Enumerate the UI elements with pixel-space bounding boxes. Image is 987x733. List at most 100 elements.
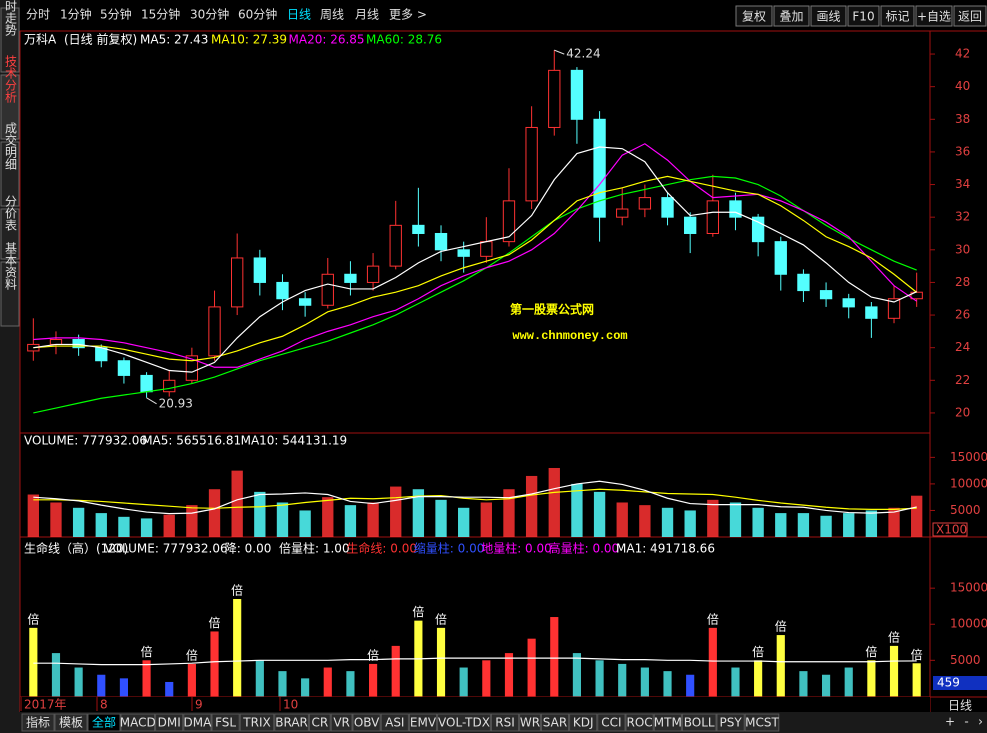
sidebar-tab[interactable] [0,7,20,73]
indicator-tab[interactable] [519,713,541,732]
sidebar-tab-label[interactable]: 分价表 [4,195,18,231]
candle-body [684,216,697,234]
lifeline-legend: 倍量柱: 1.00 [279,541,350,556]
period-tab[interactable]: 30分钟 [190,7,229,22]
indicator-tab[interactable] [54,713,88,732]
indicator-tab[interactable] [653,713,682,732]
indicator-tab[interactable] [352,713,381,732]
indicator-tab[interactable] [211,713,240,732]
sidebar-tab-label[interactable]: 分时走势 [4,0,18,36]
indicator-tab-label[interactable]: CCI [601,716,621,730]
indicator-tab-label[interactable]: KDJ [573,716,594,730]
indicator-tab[interactable] [380,713,409,732]
indicator-tab[interactable] [744,713,780,732]
period-tab[interactable]: 分时 [26,8,50,22]
indicator-tab-label[interactable]: OBV [354,716,380,730]
lifeline-legend: 生命线: 0.00 [346,541,417,556]
indicator-tab-label[interactable]: SAR [543,716,567,730]
toolbar-button[interactable] [880,5,915,27]
sidebar-tab[interactable] [0,141,20,207]
indicator-tab[interactable] [120,713,156,732]
toolbar-button-label[interactable]: 叠加 [779,10,803,24]
indicator-tab[interactable] [21,713,55,732]
lifeline-bar [436,627,446,697]
indicator-tab-label[interactable]: VOL-TDX [438,716,490,730]
toolbar-button[interactable] [773,5,810,27]
lifeline-bar [74,667,83,697]
indicator-tab[interactable] [540,713,570,732]
indicator-tab-label[interactable]: MTM [654,716,682,730]
indicator-tab[interactable] [625,713,654,732]
period-tab[interactable]: 1分钟 [60,7,92,22]
indicator-tab-label[interactable]: 模板 [59,716,83,730]
lifeline-legend: MA1: 491718.66 [616,542,715,556]
date-axis [20,697,930,712]
indicator-tab-label[interactable]: 全部 [92,715,116,730]
sidebar-tab-label[interactable]: 技术分析 [4,55,18,104]
lifeline-marker: 倍 [707,611,719,626]
indicator-tab[interactable] [681,713,717,732]
indicator-tab[interactable] [408,713,438,732]
toolbar-button[interactable] [735,5,773,27]
indicator-tab[interactable] [87,713,121,732]
indicator-tab[interactable] [569,713,598,732]
indicator-tab-label[interactable]: CR [311,716,328,730]
period-tab[interactable]: 60分钟 [238,7,277,22]
bottom-control[interactable]: + [945,715,955,729]
ma-line-ma5 [33,146,917,373]
period-tab[interactable]: 周线 [320,8,344,22]
toolbar-button[interactable] [953,5,987,27]
indicator-tab-label[interactable]: ASI [385,716,404,730]
candle-body [72,339,85,349]
bottom-control[interactable]: - [964,715,968,729]
period-tab[interactable]: 更多 > [389,8,427,22]
indicator-tab-label[interactable]: EMV [410,716,437,730]
bottom-control[interactable]: › [978,715,983,729]
indicator-tab[interactable] [330,713,353,732]
period-tab[interactable]: 15分钟 [141,7,180,22]
indicator-tab-label[interactable]: MACD [120,716,156,730]
indicator-tab-label[interactable]: BOLL [684,716,715,730]
indicator-tab-label[interactable]: RSI [495,716,515,730]
toolbar-button-label[interactable]: 复权 [742,10,766,24]
sidebar-tab[interactable] [0,208,20,260]
toolbar-button[interactable] [847,5,880,27]
indicator-tab-label[interactable]: VR [333,716,350,730]
candle-body [344,273,357,283]
toolbar-button-label[interactable]: +自选 [917,10,951,24]
indicator-tab-label[interactable]: MCST [745,716,779,730]
period-tab[interactable]: 5分钟 [100,7,132,22]
indicator-tab[interactable] [239,713,275,732]
period-tab[interactable]: 月线 [355,8,379,22]
indicator-tab-label[interactable]: 指标 [26,715,50,730]
sidebar-tab-label[interactable]: 成交明细 [4,122,18,170]
indicator-tab-label[interactable]: WR [520,716,540,730]
sidebar-tab[interactable] [0,261,20,327]
toolbar-button[interactable] [915,5,953,27]
toolbar-button-label[interactable]: 返回 [958,10,982,24]
indicator-tab[interactable] [308,713,331,732]
toolbar-button-label[interactable]: 画线 [816,10,840,24]
lifeline-bar [187,663,196,697]
sidebar-tab-label[interactable]: 基本资料 [4,242,18,290]
indicator-tab-label[interactable]: DMA [183,716,212,730]
indicator-tab[interactable] [437,713,491,732]
toolbar-button[interactable] [810,5,847,27]
indicator-tab[interactable] [490,713,520,732]
indicator-tab-label[interactable]: DMI [158,716,181,730]
indicator-tab-label[interactable]: PSY [720,716,743,730]
toolbar-button-label[interactable]: 标记 [885,10,909,24]
indicator-tab[interactable] [716,713,745,732]
sidebar-tab[interactable] [0,74,20,140]
indicator-tab-label[interactable]: FSL [215,716,236,730]
indicator-tab-label[interactable]: BRAR [275,716,308,730]
indicator-tab-label[interactable]: ROC [627,716,653,730]
indicator-tab-label[interactable]: TRIX [242,716,270,730]
indicator-tab[interactable] [597,713,626,732]
indicator-tab[interactable] [183,713,212,732]
toolbar-button-label[interactable]: F10 [852,10,874,24]
indicator-tab[interactable] [274,713,309,732]
period-tab[interactable]: 日线 [287,8,311,22]
indicator-tab[interactable] [155,713,184,732]
bottom-control[interactable]: 日线 [948,699,972,713]
